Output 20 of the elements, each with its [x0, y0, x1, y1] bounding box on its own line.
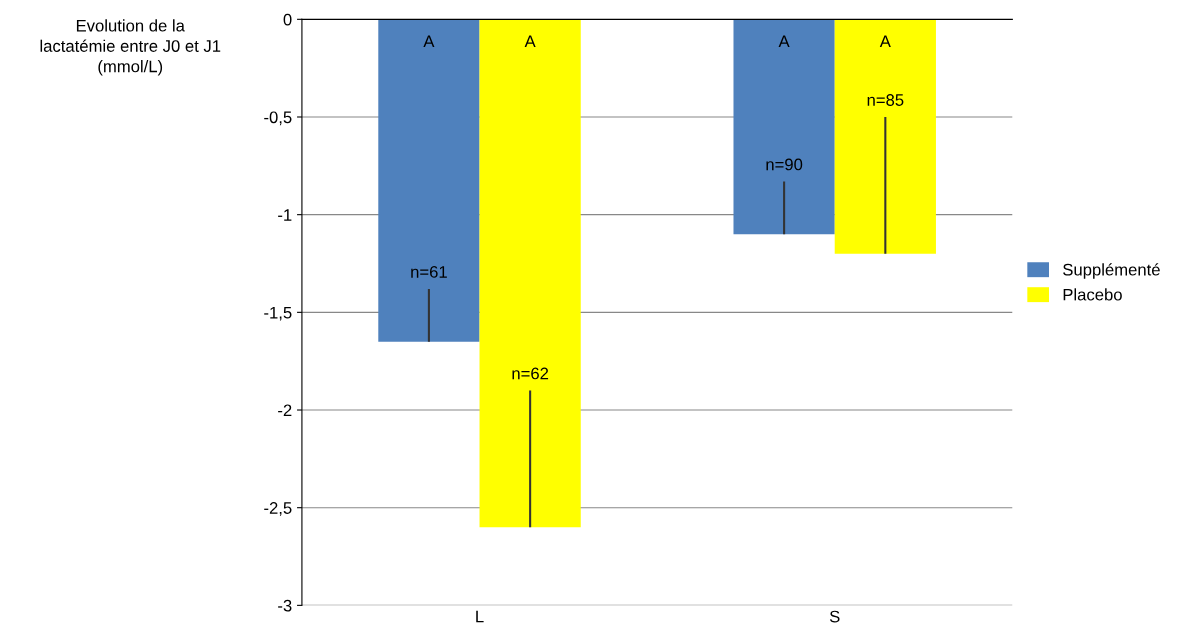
y-tick-label: -2,5 [264, 502, 292, 516]
y-tick-label: -1 [278, 209, 292, 221]
y-axis-title: Evolution de la lactatémie entre J0 et J1 (mmol/L) [40, 19, 221, 76]
y-tick-label: -1,5 [264, 306, 292, 321]
x-tick-label: L [476, 610, 484, 623]
annotation: A [879, 35, 891, 48]
annotation: n=85 [867, 94, 904, 106]
y-tick-label: 0 [283, 13, 292, 26]
x-tick-label: S [829, 610, 840, 623]
annotation: A [423, 35, 435, 48]
legend-label: Placebo [1063, 288, 1122, 301]
annotation: A [778, 35, 790, 48]
legend-label: Supplémenté [1063, 263, 1160, 279]
y-tick-label: -2 [278, 404, 292, 417]
annotation: n=61 [411, 265, 447, 278]
annotation: n=62 [512, 367, 549, 380]
y-tick-label: -0,5 [264, 111, 292, 126]
annotation: n=90 [766, 158, 803, 171]
y-tick-label: -3 [278, 599, 292, 612]
annotation: A [524, 35, 536, 48]
